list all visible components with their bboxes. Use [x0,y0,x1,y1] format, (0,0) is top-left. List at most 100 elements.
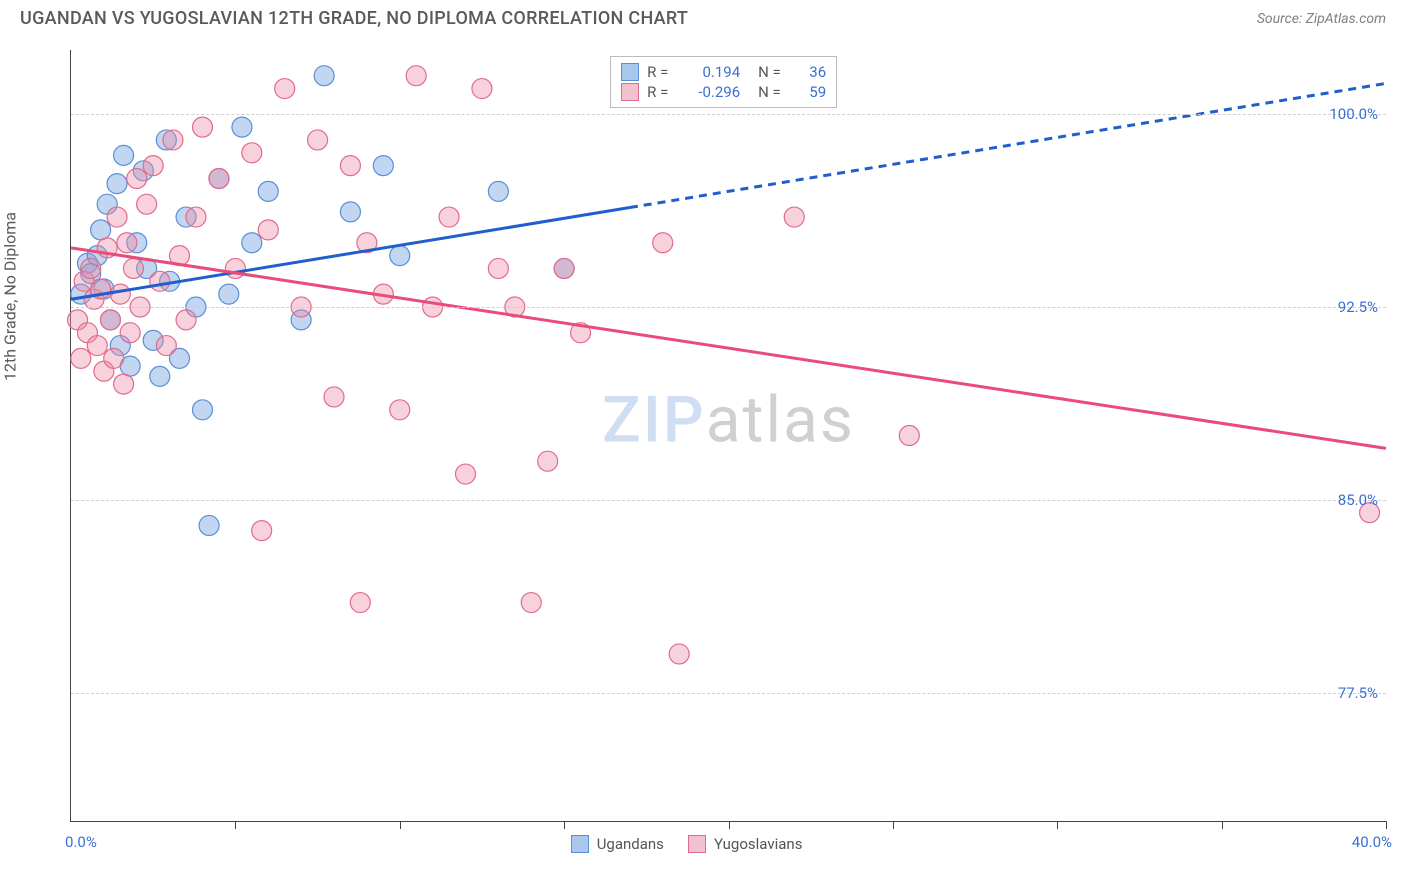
scatter-point [350,593,370,613]
x-tick [400,821,401,829]
scatter-point [81,258,101,278]
scatter-point [340,156,360,176]
legend-n-label: N = [758,83,788,101]
y-tick-label: 100.0% [1329,105,1378,123]
scatter-point [653,233,673,253]
scatter-point [120,323,140,343]
legend-row: R = 0.194 N = 36 [621,63,826,81]
x-axis-min-label: 0.0% [65,833,97,851]
legend-n-value: 59 [796,83,826,101]
scatter-point [193,400,213,420]
scatter-point [324,387,344,407]
scatter-point [258,220,278,240]
scatter-point [186,207,206,227]
scatter-point [150,271,170,291]
x-tick [1057,821,1058,829]
scatter-point [390,246,410,266]
scatter-point [143,156,163,176]
legend-swatch [621,83,639,101]
scatter-point [472,79,492,99]
scatter-point [314,66,334,86]
scatter-point [456,464,476,484]
scatter-point [252,521,272,541]
scatter-point [406,66,426,86]
scatter-point [242,143,262,163]
scatter-point [488,181,508,201]
scatter-point [150,366,170,386]
scatter-point [110,284,130,304]
legend-series-name: Ugandans [597,835,664,853]
scatter-point [114,374,134,394]
source-attribution: Source: ZipAtlas.com [1257,11,1386,27]
series-legend: Ugandans Yugoslavians [571,835,803,853]
legend-item: Yugoslavians [688,835,803,853]
y-tick-label: 92.5% [1338,298,1378,316]
legend-r-label: R = [647,83,677,101]
legend-r-value: -0.296 [685,83,740,101]
scatter-point [91,220,111,240]
legend-n-label: N = [758,63,788,81]
scatter-point [488,258,508,278]
scatter-point [340,202,360,222]
y-tick-label: 85.0% [1338,491,1378,509]
legend-n-value: 36 [796,63,826,81]
scatter-point [123,258,143,278]
scatter-point [373,156,393,176]
legend-r-value: 0.194 [685,63,740,81]
trend-line-solid [71,248,1386,448]
legend-swatch [621,63,639,81]
y-tick-label: 77.5% [1338,684,1378,702]
scatter-point [209,169,229,189]
scatter-point [193,117,213,137]
scatter-point [390,400,410,420]
legend-swatch [571,835,589,853]
x-tick [893,821,894,829]
scatter-point [538,451,558,471]
plot-area: ZIPatlas R =0.194N =36R =-0.296N =59 Uga… [70,50,1386,822]
x-tick [1222,821,1223,829]
scatter-point [114,145,134,165]
scatter-point [258,181,278,201]
scatter-svg [71,50,1386,821]
gridline [71,693,1386,694]
x-tick [1386,821,1387,829]
scatter-point [176,310,196,330]
scatter-point [232,117,252,137]
scatter-point [87,336,107,356]
scatter-point [199,515,219,535]
legend-series-name: Yugoslavians [714,835,803,853]
gridline [71,307,1386,308]
chart-container: 12th Grade, No Diploma ZIPatlas R =0.194… [20,40,1386,872]
scatter-point [784,207,804,227]
scatter-point [899,426,919,446]
scatter-point [117,233,137,253]
legend-row: R = -0.296 N = 59 [621,83,826,101]
gridline [71,500,1386,501]
scatter-point [156,336,176,356]
legend-r-label: R = [647,63,677,81]
x-axis-max-label: 40.0% [1352,833,1392,851]
gridline [71,114,1386,115]
chart-title: UGANDAN VS YUGOSLAVIAN 12TH GRADE, NO DI… [20,8,688,29]
correlation-legend: R = 0.194 N = 36 R = -0.296 N = 59 [610,56,837,108]
scatter-point [107,174,127,194]
scatter-point [71,348,91,368]
scatter-point [107,207,127,227]
y-axis-label: 12th Grade, No Diploma [1,212,20,381]
scatter-point [163,130,183,150]
scatter-point [308,130,328,150]
scatter-point [137,194,157,214]
legend-swatch [688,835,706,853]
scatter-point [669,644,689,664]
scatter-point [242,233,262,253]
scatter-point [100,310,120,330]
scatter-point [521,593,541,613]
scatter-point [439,207,459,227]
x-tick [235,821,236,829]
scatter-point [127,169,147,189]
scatter-point [275,79,295,99]
x-tick [729,821,730,829]
legend-item: Ugandans [571,835,664,853]
scatter-point [104,348,124,368]
scatter-point [554,258,574,278]
